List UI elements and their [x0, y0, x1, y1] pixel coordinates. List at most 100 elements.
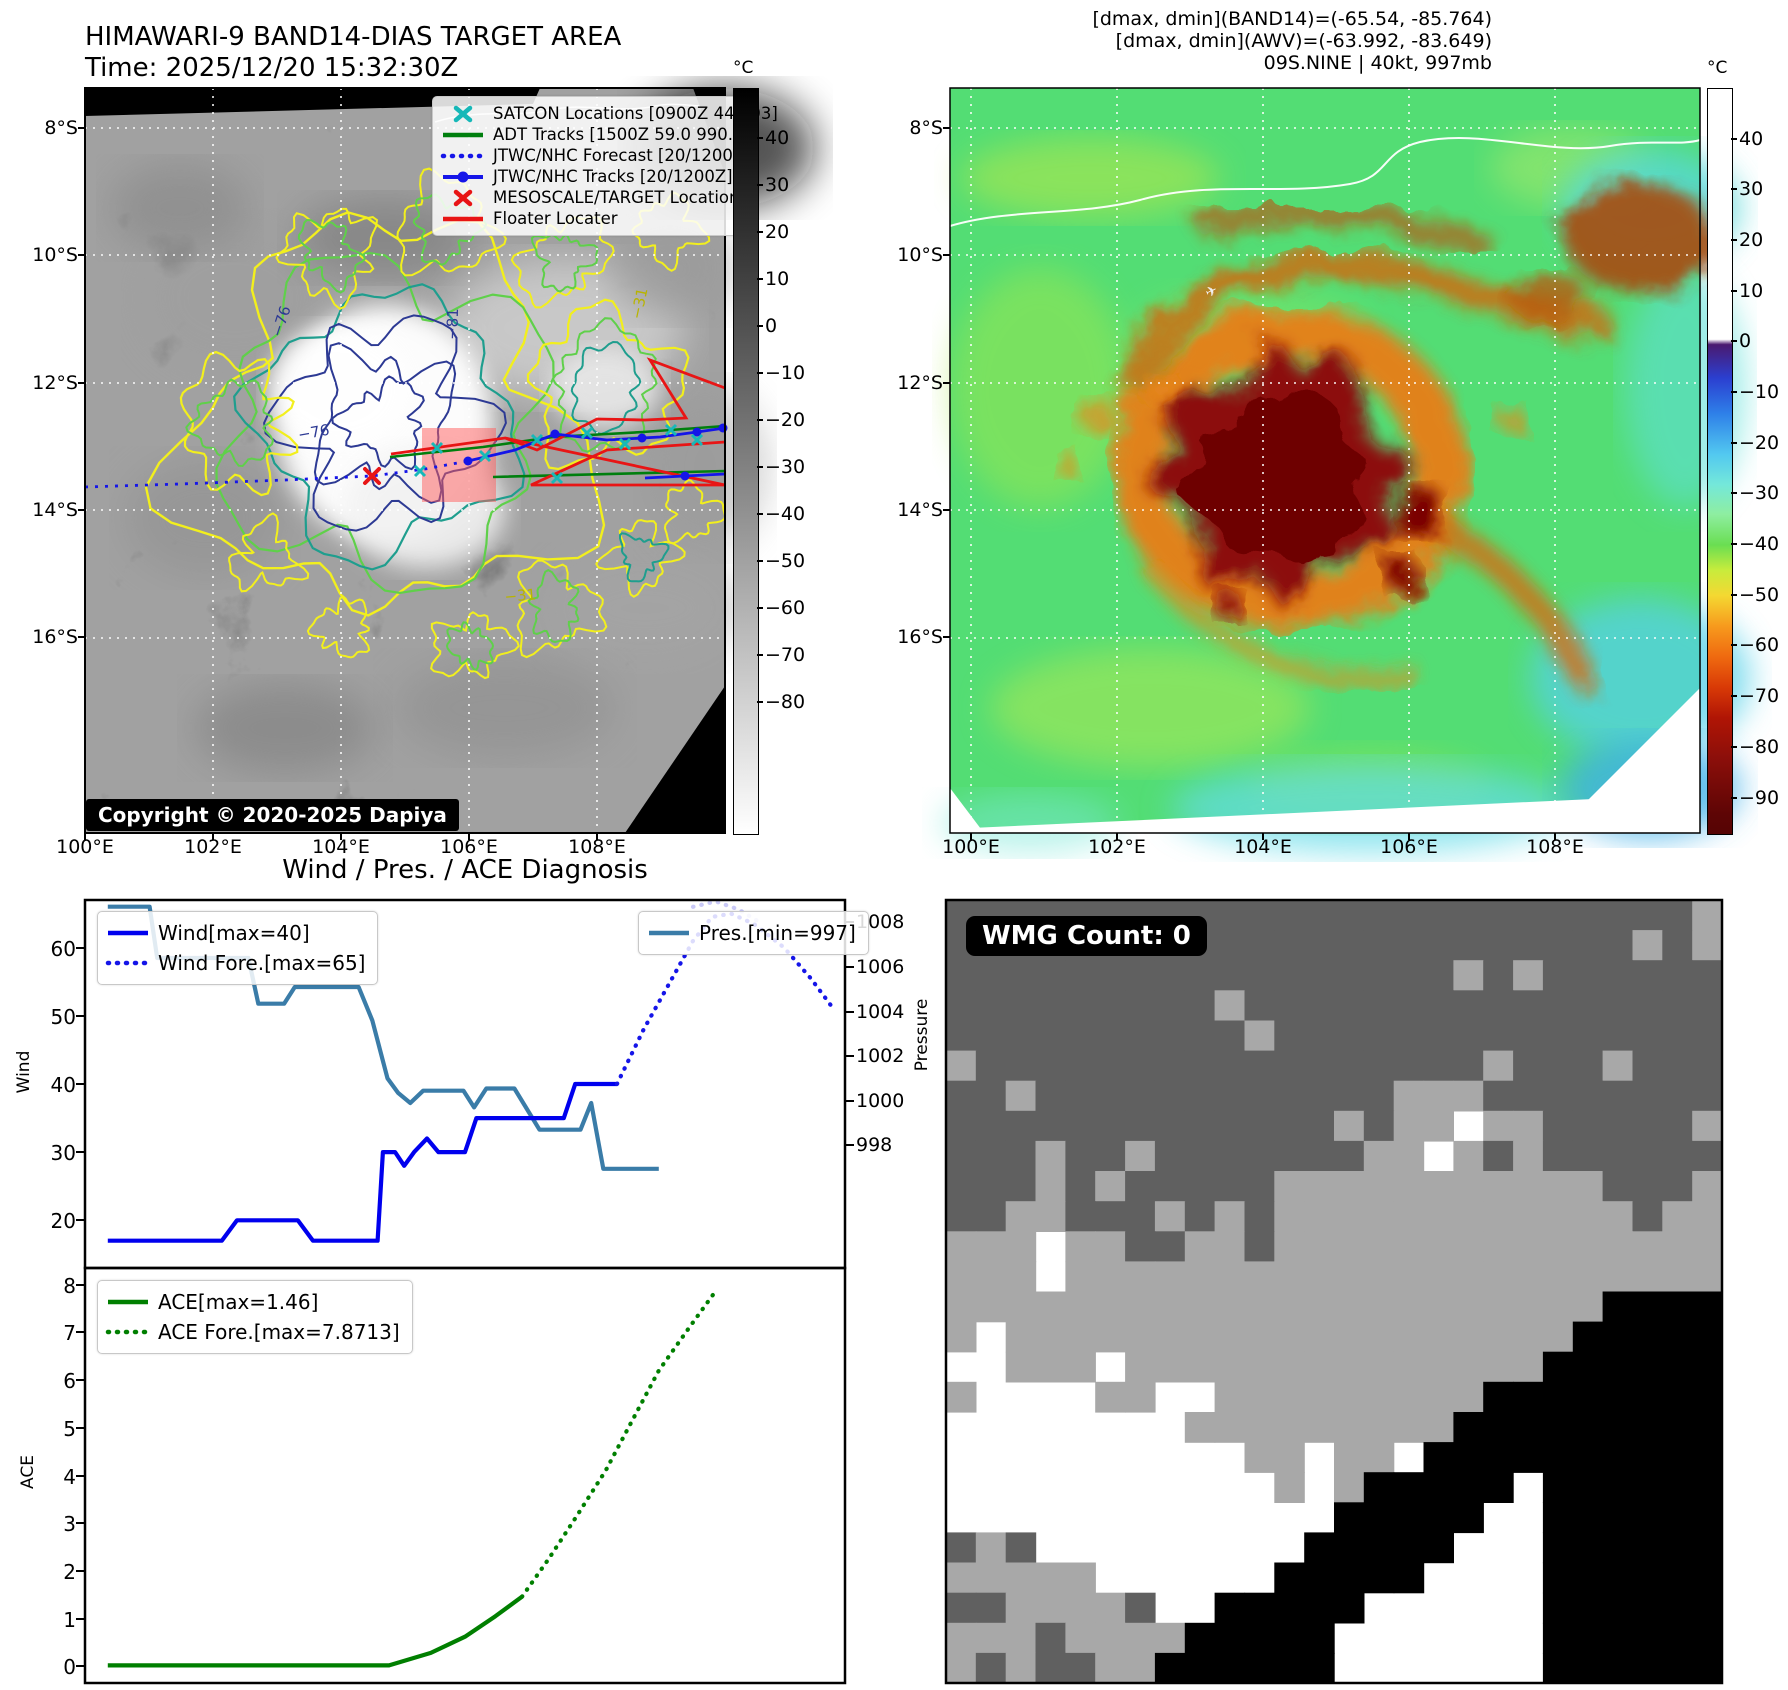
lat-tick: 8°S	[44, 117, 78, 139]
tick-mark	[845, 1144, 854, 1147]
tick-mark	[757, 278, 763, 280]
legend-marker-icon	[440, 147, 486, 165]
tick-mark	[84, 833, 86, 840]
right-map-header: [dmax, dmin](BAND14)=(-65.54, -85.764) […	[900, 8, 1492, 74]
satcon-location-x-icon	[413, 464, 427, 478]
wind-tick: 60	[50, 936, 76, 961]
colorbar-tick: 0	[765, 315, 778, 337]
floater-track	[390, 357, 726, 487]
tick-mark	[76, 1083, 85, 1085]
tick-mark	[1731, 796, 1737, 799]
legend-marker-icon	[441, 189, 485, 207]
contour-line	[233, 283, 526, 571]
tick-mark	[76, 1569, 85, 1572]
wind-axis-label: Wind	[14, 1050, 34, 1094]
ace-tick: 1	[63, 1607, 76, 1632]
tick-mark	[757, 513, 763, 515]
ace-tick: 3	[63, 1512, 76, 1537]
jtwc-track-point	[550, 429, 560, 439]
contour-label: −76	[297, 421, 331, 444]
legend-item: ACE Fore.[max=7.8713]	[105, 1317, 400, 1347]
jtwc-track-point	[718, 423, 728, 433]
legend-label: Wind[max=40]	[158, 921, 310, 945]
colorbar-tick: −20	[765, 409, 806, 431]
tick-mark	[76, 1151, 85, 1154]
mesoscale-target-x-icon	[363, 467, 381, 485]
contour-label: −31	[504, 585, 537, 606]
tick-mark	[1731, 745, 1737, 748]
pressure-tick: 998	[856, 1134, 893, 1157]
contour-line	[144, 211, 606, 617]
ace-legend: ACE[max=1.46] ACE Fore.[max=7.8713]	[97, 1280, 413, 1354]
tick-mark	[757, 325, 763, 327]
contour-line	[429, 611, 520, 680]
tick-mark	[757, 607, 763, 609]
tick-mark	[757, 701, 763, 703]
wind-tick: 50	[50, 1004, 76, 1029]
satcon-location-x-icon	[580, 426, 594, 440]
wind-tick: 40	[50, 1073, 76, 1097]
tick-mark	[845, 1099, 854, 1102]
tick-mark	[757, 560, 763, 562]
tick-mark	[1554, 833, 1556, 840]
contour-line	[445, 621, 495, 671]
tick-mark	[757, 231, 763, 233]
satcon-location-x-icon	[664, 423, 678, 437]
colorbar-tick: −10	[765, 362, 806, 384]
wind-tick: 20	[50, 1209, 76, 1234]
legend-item-2: JTWC/NHC Forecast [20/1200Z]	[440, 145, 751, 166]
coastline	[949, 137, 1701, 227]
tick-mark	[1731, 644, 1737, 647]
tick-mark	[757, 466, 763, 468]
legend-marker-icon	[441, 126, 485, 144]
colorbar-tick: 0	[1739, 330, 1752, 353]
colorbar-tick: −70	[1739, 685, 1780, 708]
jtwc-track-point	[692, 427, 702, 437]
tick-mark	[340, 833, 342, 840]
tick-mark	[943, 127, 950, 129]
tick-mark	[78, 382, 85, 384]
colorbar-tick: 20	[1739, 229, 1764, 252]
pressure-tick: 1004	[856, 1000, 905, 1023]
lat-tick: 12°S	[32, 372, 78, 394]
right-colorbar-unit: °C	[1707, 58, 1728, 78]
legend-label: SATCON Locations [0900Z 44 993]	[493, 104, 778, 123]
ace-tick: 7	[63, 1321, 76, 1346]
left-map-legend: SATCON Locations [0900Z 44 993] ADT Trac…	[432, 96, 778, 236]
lat-tick: 10°S	[32, 244, 78, 266]
tick-mark	[76, 1379, 85, 1382]
legend-marker-icon	[441, 210, 485, 228]
tick-mark	[78, 509, 85, 511]
tick-mark	[596, 833, 598, 840]
legend-marker-icon	[441, 105, 485, 123]
legend-marker-icon	[106, 924, 150, 942]
contour-line	[275, 207, 379, 310]
lon-tick: 108°E	[1526, 836, 1584, 858]
tick-mark	[757, 419, 763, 421]
tick-mark	[943, 382, 950, 384]
tick-mark	[78, 636, 85, 638]
tick-mark	[1731, 391, 1737, 394]
legend-item: Pres.[min=997]	[647, 918, 856, 948]
colorbar-tick: 40	[1739, 127, 1764, 150]
tick-mark	[468, 833, 470, 840]
mesoscale-target-box	[422, 428, 496, 502]
tick-mark	[1731, 441, 1737, 444]
series-ace-max-1-46-	[107, 1595, 524, 1668]
legend-label: ACE Fore.[max=7.8713]	[158, 1320, 400, 1344]
tick-mark	[970, 833, 972, 840]
pressure-axis-label: Pressure	[912, 998, 932, 1072]
colorbar-tick: −40	[1739, 533, 1780, 556]
satcon-location-x-icon	[690, 433, 704, 447]
jtwc-track-point	[463, 456, 473, 466]
satcon-location-x-icon	[550, 471, 564, 485]
colorbar-tick: −20	[1739, 431, 1780, 454]
wind-tick: 30	[50, 1141, 76, 1166]
lon-tick: 102°E	[184, 836, 242, 858]
wind-legend: Wind[max=40] Wind Fore.[max=65]	[97, 911, 379, 985]
ace-axis-label: ACE	[18, 1455, 38, 1489]
tick-mark	[76, 1014, 85, 1017]
lon-tick: 108°E	[568, 836, 626, 858]
contour-line	[215, 251, 555, 595]
